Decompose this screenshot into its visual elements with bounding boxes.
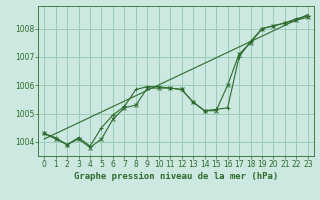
X-axis label: Graphe pression niveau de la mer (hPa): Graphe pression niveau de la mer (hPa) <box>74 172 278 181</box>
